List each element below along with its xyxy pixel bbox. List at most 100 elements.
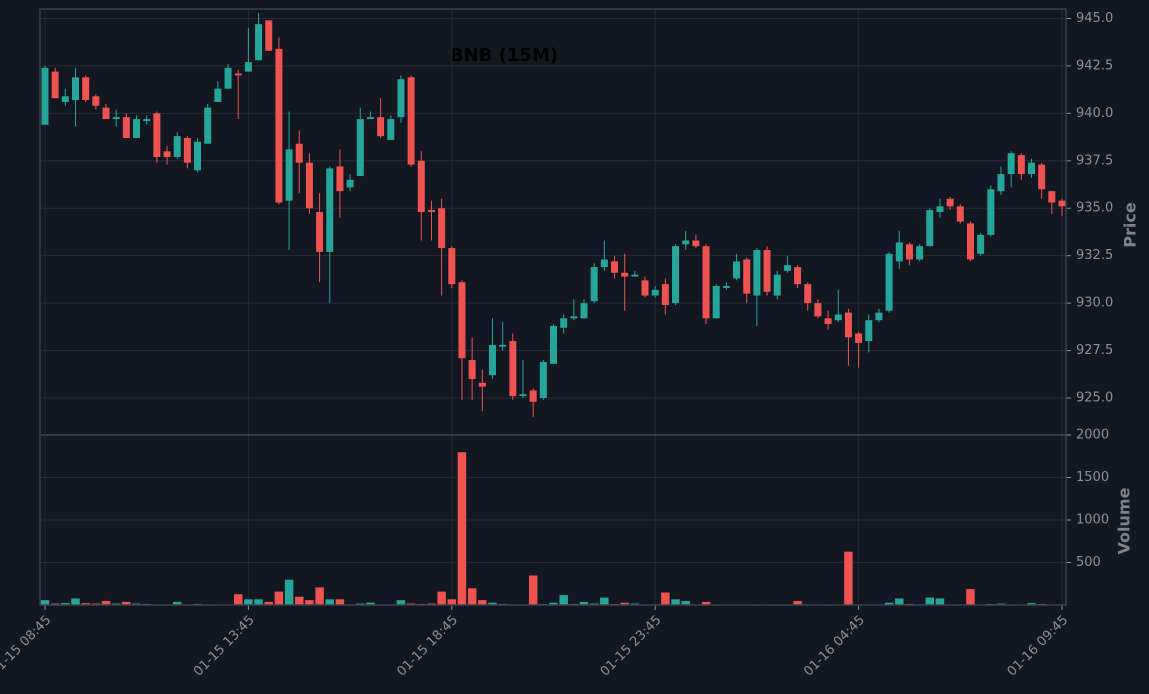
volume-bar xyxy=(457,451,467,606)
y-tick-label: 2000 xyxy=(1076,428,1109,443)
volume-bar xyxy=(233,593,243,606)
candle-body xyxy=(550,325,557,364)
candle-body xyxy=(672,246,680,304)
volume-bar xyxy=(294,596,304,606)
candle-body xyxy=(488,344,496,376)
volume-bar xyxy=(660,592,671,606)
candle-body xyxy=(194,141,202,171)
volume-bar xyxy=(325,598,335,606)
candle-body xyxy=(804,284,812,304)
candle-body xyxy=(366,117,374,120)
candle-body xyxy=(458,282,466,359)
y-tick-label: 927.5 xyxy=(1076,343,1113,358)
candle-body xyxy=(997,174,1005,192)
candle-body xyxy=(651,289,659,296)
candle-body xyxy=(834,314,842,321)
volume-bar xyxy=(253,598,264,606)
y-tick-label: 945.0 xyxy=(1076,11,1113,26)
candle-body xyxy=(956,206,964,222)
candle-body xyxy=(51,71,59,99)
candle-body xyxy=(926,210,934,247)
candle-body xyxy=(61,96,69,102)
y-tick-label: 940.0 xyxy=(1076,106,1113,121)
candle-body xyxy=(865,320,873,342)
candle-body xyxy=(204,107,212,144)
candle-body xyxy=(275,48,283,203)
volume-bar xyxy=(558,594,569,606)
volume-bar xyxy=(528,575,538,606)
candle-body xyxy=(316,212,324,252)
candle-body xyxy=(427,210,435,213)
candle-body xyxy=(814,303,822,317)
candle-body xyxy=(753,249,761,296)
candle-body xyxy=(478,382,486,387)
candle-body xyxy=(946,198,954,207)
candle-body xyxy=(305,162,313,209)
candle-body xyxy=(611,261,619,273)
volume-bar xyxy=(314,586,325,606)
candle-body xyxy=(1048,191,1056,203)
candle-body xyxy=(102,107,110,120)
y-tick-label: 942.5 xyxy=(1076,58,1113,73)
candle-body xyxy=(143,119,151,121)
candle-body xyxy=(499,344,507,347)
candle-body xyxy=(82,77,90,101)
y-tick-label: 500 xyxy=(1076,555,1101,570)
candle-body xyxy=(346,179,354,188)
candle-body xyxy=(743,259,751,294)
candle-body xyxy=(661,284,669,306)
y-tick-label: 1500 xyxy=(1076,470,1109,485)
candle-body xyxy=(438,208,446,249)
candle-body xyxy=(794,267,802,285)
candle-body xyxy=(133,119,141,139)
volume-bar xyxy=(284,579,294,606)
candle-body xyxy=(590,267,598,302)
volume-bar xyxy=(965,588,976,606)
y-axis-title: Volume xyxy=(1115,487,1134,554)
candle-body xyxy=(631,274,639,277)
volume-bar xyxy=(843,551,854,606)
candle-body xyxy=(824,318,832,324)
candle-body xyxy=(183,138,191,163)
volume-bar xyxy=(477,599,488,606)
candle-body xyxy=(733,261,741,279)
candle-body xyxy=(692,240,700,247)
candle-body xyxy=(916,246,924,260)
candle-body xyxy=(295,143,303,163)
candle-body xyxy=(509,341,517,397)
candle-body xyxy=(1038,164,1046,190)
candle-body xyxy=(153,113,161,158)
candle-body xyxy=(977,234,985,254)
volume-bar xyxy=(274,591,284,606)
candle-body xyxy=(1017,155,1025,175)
volume-bar xyxy=(436,591,447,606)
volume-bar xyxy=(670,598,681,606)
volume-bar xyxy=(40,599,50,606)
candle-body xyxy=(255,24,263,61)
candle-body xyxy=(519,394,527,397)
candle-body xyxy=(621,272,629,277)
candle-body xyxy=(336,166,344,192)
candle-body xyxy=(539,361,547,398)
candle-body xyxy=(1027,162,1035,175)
candle-body xyxy=(244,62,252,72)
volume-bar xyxy=(70,597,81,606)
candle-body xyxy=(72,77,80,101)
volume-bar xyxy=(447,598,457,606)
candle-body xyxy=(448,248,456,285)
volume-bar xyxy=(335,598,345,606)
candle-body xyxy=(407,77,415,165)
candle-body xyxy=(702,246,710,319)
candle-body xyxy=(122,117,130,139)
volume-bar xyxy=(894,597,905,606)
candle-body xyxy=(966,223,974,260)
candle-body xyxy=(987,189,995,235)
y-tick-label: 935.0 xyxy=(1076,201,1113,216)
chart-title: BNB (15M) xyxy=(450,45,558,66)
volume-bar xyxy=(304,599,315,606)
volume-bar xyxy=(243,598,254,606)
candle-body xyxy=(377,117,385,137)
